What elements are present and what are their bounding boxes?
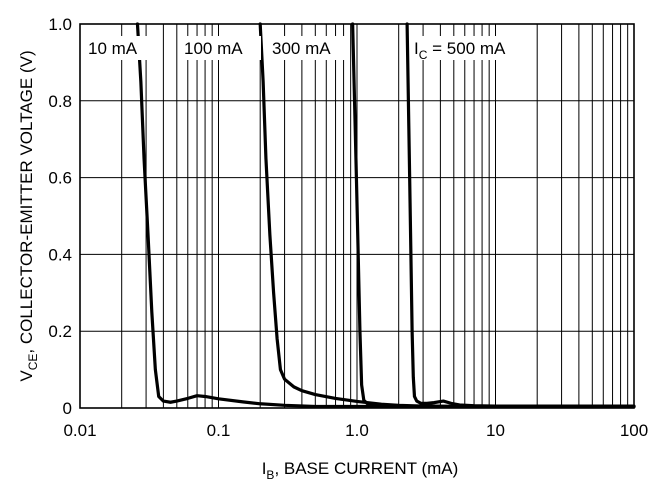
series-label-3: IC = 500 mA <box>414 39 506 62</box>
series-line-3 <box>405 22 636 408</box>
grid <box>80 24 634 408</box>
y-tick-label: 0.8 <box>48 92 72 111</box>
x-axis-label-rest: , BASE CURRENT (mA) <box>274 459 458 478</box>
y-axis-label-prefix: V <box>17 370 36 382</box>
x-tick-label: 0.01 <box>63 421 96 440</box>
series-label-post: = 500 mA <box>427 39 506 58</box>
x-axis-label-prefix: I <box>262 459 267 478</box>
x-tick-label: 10 <box>486 421 505 440</box>
x-axis-label-sub: B <box>266 468 274 482</box>
series-label-bg-3 <box>411 36 531 60</box>
x-axis-label: IB, BASE CURRENT (mA) <box>262 459 459 482</box>
x-tick-labels: 0.01 0.1 1.0 10 100 <box>63 421 648 440</box>
y-axis-label-rest: , COLLECTOR-EMITTER VOLTAGE (V) <box>17 50 36 353</box>
y-tick-label: 0 <box>63 399 72 418</box>
curves <box>135 22 636 409</box>
series-line-1 <box>258 22 636 409</box>
series-label-2: 300 mA <box>272 39 331 58</box>
series-labels: 10 mA 100 mA 300 mA IC = 500 mA <box>84 36 531 62</box>
y-tick-label: 0.6 <box>48 169 72 188</box>
x-tick-label: 1.0 <box>345 421 369 440</box>
plot-frame <box>79 23 635 409</box>
series-label-sub: C <box>419 48 428 62</box>
x-tick-label: 100 <box>620 421 648 440</box>
y-tick-label: 1.0 <box>48 15 72 34</box>
y-tick-label: 0.2 <box>48 322 72 341</box>
series-label-bg-2 <box>268 36 348 60</box>
x-tick-label: 0.1 <box>207 421 231 440</box>
series-label-bg-1 <box>179 36 261 60</box>
series-label-bg-0 <box>84 36 150 60</box>
y-axis-label-sub: CE <box>26 354 40 371</box>
y-tick-labels: 0 0.2 0.4 0.6 0.8 1.0 <box>48 15 72 418</box>
y-axis-label: VCE, COLLECTOR-EMITTER VOLTAGE (V) <box>17 50 40 381</box>
y-tick-label: 0.4 <box>48 245 72 264</box>
series-line-2 <box>351 22 636 409</box>
series-label-1: 100 mA <box>184 39 243 58</box>
series-label-0: 10 mA <box>88 39 138 58</box>
series-label-pre: I <box>414 39 419 58</box>
